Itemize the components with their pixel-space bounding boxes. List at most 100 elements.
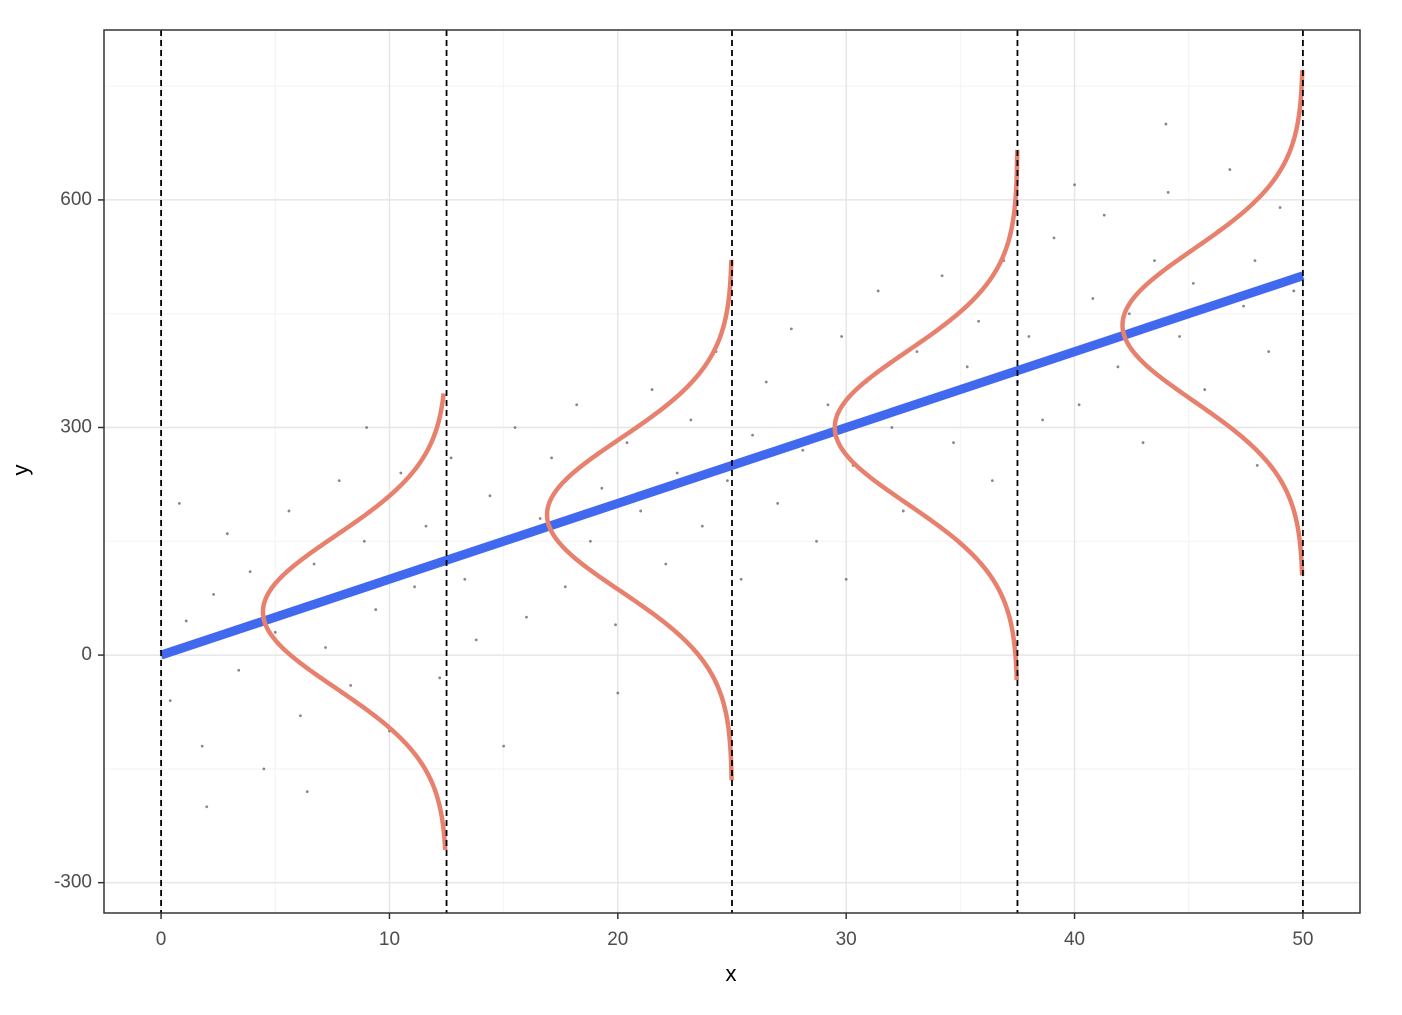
point	[248, 570, 252, 574]
point	[764, 380, 768, 384]
y-tick-label: -300	[54, 872, 92, 893]
point	[550, 456, 553, 460]
point	[1278, 206, 1282, 209]
point	[502, 744, 506, 748]
point	[1166, 190, 1170, 194]
point	[977, 319, 981, 323]
point	[1228, 168, 1232, 171]
x-tick-label: 10	[379, 929, 400, 950]
x-tick-label: 50	[1292, 929, 1313, 950]
point	[1041, 418, 1044, 422]
point	[700, 524, 704, 528]
point	[298, 714, 302, 718]
point	[1292, 289, 1296, 293]
point	[589, 539, 592, 543]
point	[664, 562, 668, 566]
point	[1153, 259, 1156, 263]
point	[349, 684, 353, 687]
y-tick-label: 600	[60, 189, 92, 210]
point	[200, 744, 204, 748]
point	[287, 509, 291, 513]
point	[1267, 350, 1271, 354]
density-curve	[544, 259, 734, 781]
point	[212, 592, 216, 596]
point	[399, 471, 403, 475]
x-tick-label: 20	[607, 929, 628, 950]
density-curve	[260, 393, 448, 851]
point	[840, 335, 844, 338]
point	[184, 619, 188, 623]
point	[844, 577, 848, 581]
point	[1073, 183, 1076, 187]
y-axis-title: y	[8, 465, 33, 476]
point	[901, 509, 905, 513]
point	[324, 646, 327, 649]
point	[1141, 441, 1145, 445]
point	[575, 403, 579, 407]
point	[168, 699, 172, 702]
point	[815, 539, 818, 543]
point	[990, 479, 994, 483]
point	[273, 630, 277, 634]
point	[739, 577, 743, 581]
point	[650, 388, 654, 391]
point	[689, 418, 693, 422]
point	[1255, 464, 1259, 467]
point	[1052, 236, 1056, 240]
point	[1253, 259, 1257, 263]
density-curve	[832, 149, 1020, 681]
point	[1116, 365, 1120, 369]
point	[826, 403, 830, 407]
point	[1203, 388, 1207, 391]
point	[1178, 335, 1181, 338]
point	[1091, 297, 1095, 300]
point	[513, 426, 517, 429]
x-tick-label: 30	[836, 929, 857, 950]
point	[915, 350, 919, 354]
point	[600, 486, 604, 490]
point	[801, 448, 805, 452]
point	[362, 539, 366, 543]
point	[305, 790, 309, 794]
point	[876, 289, 880, 293]
point	[940, 274, 944, 278]
point	[538, 517, 542, 520]
point	[312, 562, 316, 566]
point	[675, 471, 679, 475]
point	[1164, 122, 1168, 126]
point	[438, 676, 442, 680]
y-tick-label: 300	[60, 417, 92, 438]
point	[525, 615, 528, 619]
point	[789, 327, 793, 331]
point	[413, 585, 416, 589]
point	[205, 805, 209, 809]
point	[488, 494, 492, 498]
point	[424, 524, 428, 528]
point	[614, 623, 617, 627]
point	[965, 365, 969, 369]
point	[225, 532, 229, 536]
x-axis-title: x	[726, 961, 737, 986]
density-curve	[1120, 70, 1305, 576]
point	[1191, 281, 1195, 285]
point	[337, 479, 341, 483]
point	[639, 509, 643, 513]
panel-border	[103, 29, 1361, 914]
point	[751, 433, 754, 437]
point	[1102, 213, 1106, 217]
point	[449, 456, 453, 460]
y-tick-label: 0	[81, 644, 92, 665]
point	[374, 608, 378, 611]
point	[463, 577, 467, 581]
point	[237, 668, 241, 672]
point	[1077, 403, 1081, 407]
point	[616, 691, 620, 695]
x-tick-label: 0	[156, 929, 167, 950]
point	[726, 479, 729, 483]
point	[1127, 312, 1131, 316]
point	[890, 426, 894, 429]
point	[952, 441, 955, 445]
point	[262, 767, 266, 771]
point	[776, 501, 780, 505]
